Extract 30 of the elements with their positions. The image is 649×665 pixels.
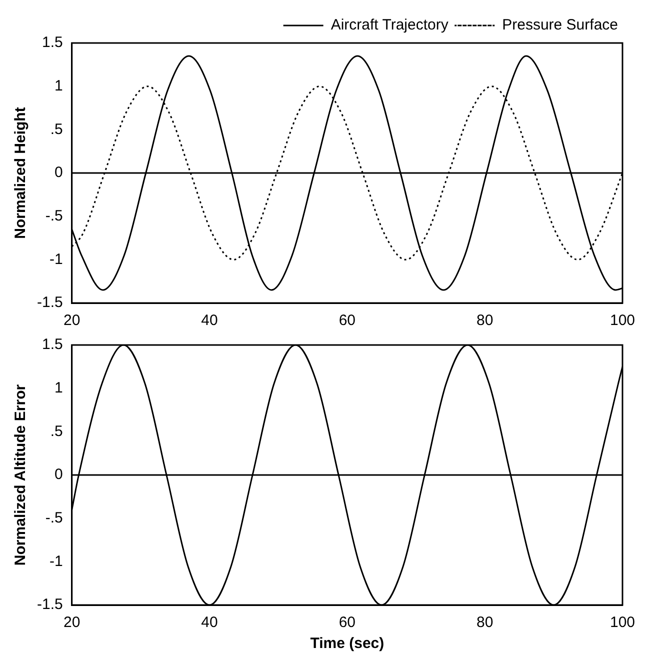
x-tick-label: 80 — [476, 614, 494, 632]
y-tick-label: 0 — [54, 164, 63, 182]
x-tick-label: 40 — [201, 614, 218, 632]
x-tick-label: 60 — [338, 312, 356, 330]
x-tick-label: 20 — [64, 312, 80, 330]
y-tick-label: -1.5 — [36, 596, 63, 614]
x-tick-label: 100 — [610, 312, 635, 330]
y-tick-label: -1 — [50, 552, 63, 570]
y-axis-title: Normalized Height — [12, 107, 30, 239]
y-tick-label: 0 — [54, 466, 63, 484]
y-tick-label: .5 — [50, 120, 63, 138]
y-tick-label: -.5 — [45, 207, 63, 224]
x-tick-label: 80 — [476, 312, 494, 330]
y-tick-label: 1 — [54, 77, 63, 94]
line-series — [72, 345, 622, 605]
x-tick-label: 40 — [201, 312, 218, 330]
x-axis-title: Time (sec) — [310, 635, 384, 652]
y-tick-label: 1 — [54, 379, 63, 396]
x-tick-label: 100 — [610, 614, 635, 632]
y-tick-label: 1.5 — [42, 34, 63, 52]
y-axis-title: Normalized Altitude Error — [12, 384, 30, 566]
x-tick-label: 60 — [338, 614, 356, 632]
y-tick-label: -.5 — [45, 509, 63, 526]
y-tick-label: .5 — [50, 422, 63, 440]
legend-label: Aircraft Trajectory — [330, 16, 449, 34]
y-tick-label: -1 — [50, 250, 63, 268]
y-tick-label: 1.5 — [42, 336, 63, 354]
x-tick-label: 20 — [64, 614, 80, 632]
y-tick-label: -1.5 — [36, 294, 63, 312]
legend-label: Pressure Surface — [502, 16, 618, 34]
